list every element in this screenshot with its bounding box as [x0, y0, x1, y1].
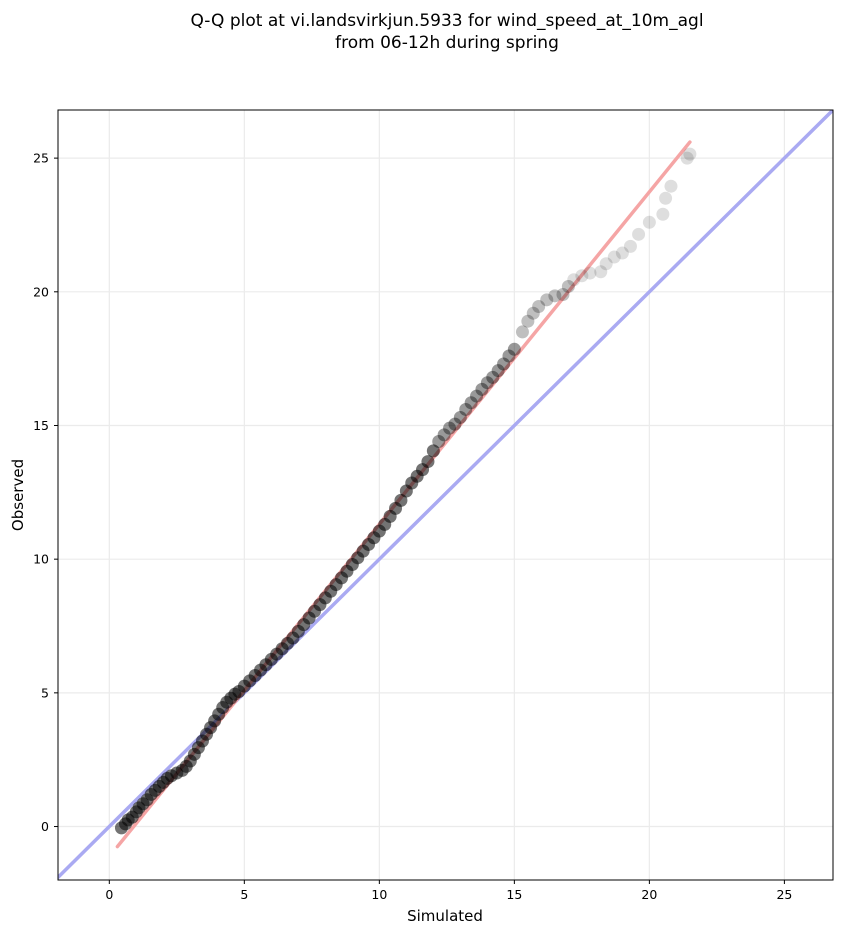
data-point: [680, 151, 694, 165]
data-point: [480, 376, 494, 390]
plot-frame: [57, 109, 834, 881]
data-point: [540, 293, 554, 307]
data-point: [615, 246, 629, 260]
data-point: [437, 428, 451, 442]
y-tick-label: 10: [33, 552, 49, 567]
data-point: [475, 382, 489, 396]
data-point: [656, 207, 670, 221]
y-tick-label: 20: [33, 284, 49, 299]
data-point: [521, 314, 535, 328]
data-point: [502, 349, 516, 363]
y-tick-label: 5: [41, 685, 49, 700]
data-point: [515, 325, 529, 339]
data-point: [526, 306, 540, 320]
data-point: [507, 342, 521, 356]
data-point: [459, 402, 473, 416]
x-tick-label: 25: [776, 887, 792, 902]
y-tick-label: 0: [41, 819, 49, 834]
x-axis: 0 5 10 15 20 25: [105, 880, 792, 902]
y-tick-label: 25: [33, 151, 49, 166]
data-point: [486, 370, 500, 384]
data-point: [599, 257, 613, 271]
data-point: [594, 265, 608, 279]
data-point: [632, 227, 646, 241]
data-point: [497, 357, 511, 371]
data-point: [623, 239, 637, 253]
data-point: [642, 215, 656, 229]
data-point: [464, 396, 478, 410]
data-point: [561, 279, 575, 293]
x-tick-label: 20: [641, 887, 657, 902]
data-point: [532, 300, 546, 314]
data-point: [659, 191, 673, 205]
data-point: [575, 269, 589, 283]
data-point: [421, 455, 435, 469]
data-point: [491, 364, 505, 378]
identity-line: [58, 110, 833, 880]
x-tick-label: 0: [105, 887, 113, 902]
data-point: [470, 389, 484, 403]
chart-title-line-2: from 06-12h during spring: [335, 33, 559, 53]
data-point: [556, 287, 570, 301]
reference-lines: [58, 110, 833, 880]
x-tick-label: 10: [371, 887, 387, 902]
y-axis: 0 5 10 15 20 25: [33, 151, 58, 834]
data-point: [426, 444, 440, 458]
y-axis-label: Observed: [9, 459, 27, 531]
data-point: [567, 273, 581, 287]
data-points: [114, 147, 697, 835]
data-point: [432, 435, 446, 449]
data-point: [453, 410, 467, 424]
data-point: [443, 421, 457, 435]
x-axis-label: Simulated: [407, 907, 483, 925]
data-point: [548, 289, 562, 303]
data-point: [664, 179, 678, 193]
x-tick-label: 15: [506, 887, 522, 902]
y-tick-label: 15: [33, 418, 49, 433]
grid: [58, 110, 833, 880]
data-point: [683, 147, 697, 161]
data-point: [448, 417, 462, 431]
data-point: [607, 250, 621, 264]
x-tick-label: 5: [240, 887, 248, 902]
data-point: [583, 266, 597, 280]
chart-title-line-1: Q-Q plot at vi.landsvirkjun.5933 for win…: [190, 11, 703, 31]
